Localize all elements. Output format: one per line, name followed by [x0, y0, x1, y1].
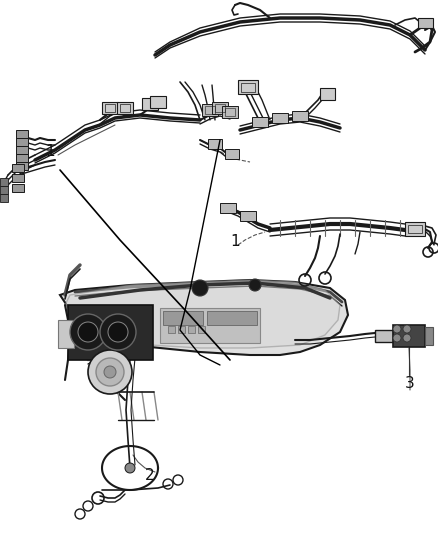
Circle shape	[125, 463, 135, 473]
Bar	[163, 311, 203, 325]
Bar	[12, 174, 24, 182]
Bar	[160, 308, 260, 343]
Text: 2: 2	[145, 467, 155, 482]
Bar	[225, 149, 239, 159]
Bar	[16, 162, 28, 170]
Bar	[240, 211, 256, 221]
Bar	[117, 102, 133, 114]
Bar	[292, 111, 308, 121]
Circle shape	[249, 279, 261, 291]
Bar	[405, 222, 425, 236]
Bar	[425, 327, 433, 345]
Text: 1: 1	[230, 235, 240, 249]
Circle shape	[393, 334, 401, 342]
Circle shape	[100, 314, 136, 350]
Bar	[68, 305, 153, 360]
Bar	[58, 320, 74, 348]
Circle shape	[403, 325, 411, 333]
Text: 3: 3	[405, 376, 415, 391]
Bar	[198, 326, 205, 333]
Bar	[207, 311, 257, 325]
Bar	[12, 164, 24, 172]
Bar	[220, 203, 236, 213]
Polygon shape	[65, 280, 340, 348]
Bar	[16, 154, 28, 162]
Bar	[408, 225, 422, 233]
Bar	[168, 326, 175, 333]
Bar	[102, 102, 118, 114]
Circle shape	[104, 366, 116, 378]
Bar	[120, 104, 130, 112]
Bar	[208, 139, 222, 149]
Bar	[272, 113, 288, 123]
Bar	[225, 108, 235, 116]
Bar	[178, 326, 185, 333]
Bar	[202, 104, 218, 116]
Circle shape	[88, 350, 132, 394]
Text: 1: 1	[45, 144, 55, 159]
Bar	[142, 98, 158, 110]
Circle shape	[108, 322, 128, 342]
Circle shape	[70, 314, 106, 350]
Bar	[212, 102, 228, 114]
Bar	[375, 330, 393, 342]
Bar	[150, 96, 166, 108]
Bar	[252, 117, 268, 127]
Bar	[205, 106, 215, 114]
Bar	[0, 178, 8, 186]
Bar	[222, 106, 238, 118]
Bar	[215, 104, 225, 112]
Bar	[0, 194, 8, 202]
Bar	[320, 88, 335, 100]
Bar	[188, 326, 195, 333]
Bar	[0, 186, 8, 194]
Bar	[12, 184, 24, 192]
Bar	[418, 18, 433, 28]
Bar	[238, 80, 258, 94]
Circle shape	[403, 334, 411, 342]
Bar	[105, 104, 115, 112]
Circle shape	[393, 325, 401, 333]
Bar	[393, 325, 425, 347]
Circle shape	[78, 322, 98, 342]
Bar	[16, 146, 28, 154]
Polygon shape	[60, 280, 348, 355]
Bar	[16, 130, 28, 138]
Bar	[241, 83, 255, 92]
Bar	[16, 138, 28, 146]
Circle shape	[192, 280, 208, 296]
Circle shape	[96, 358, 124, 386]
